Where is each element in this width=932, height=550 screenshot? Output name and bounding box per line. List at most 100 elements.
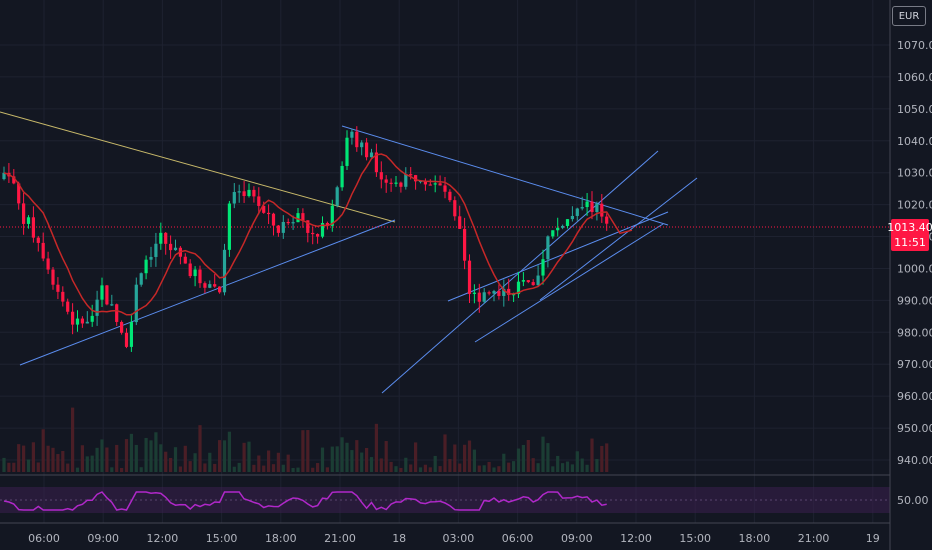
candle-body xyxy=(306,220,310,233)
volume-bar xyxy=(443,434,447,472)
volume-bar xyxy=(154,432,158,472)
volume-bar xyxy=(22,445,26,472)
volume-bar xyxy=(477,465,481,472)
candle-body xyxy=(281,221,285,233)
volume-bar xyxy=(56,454,60,472)
volume-bar xyxy=(595,459,599,472)
candle-body xyxy=(100,285,104,300)
volume-bar xyxy=(306,430,310,472)
candle-body xyxy=(139,273,143,285)
volume-bar xyxy=(276,452,280,472)
volume-bar xyxy=(2,457,6,472)
candle-body xyxy=(188,263,192,277)
volume-bar xyxy=(448,459,452,472)
candle-body xyxy=(512,294,516,296)
volume-bar xyxy=(423,464,427,472)
volume-bar xyxy=(115,444,119,472)
price-tick-label: 1060.00 xyxy=(897,71,932,84)
volume-bar xyxy=(463,444,467,472)
candle-body xyxy=(169,243,173,251)
volume-bar xyxy=(418,467,423,472)
volume-bar xyxy=(551,466,555,472)
candle-body xyxy=(237,191,241,193)
candle-body xyxy=(291,222,295,224)
volume-bar xyxy=(316,463,320,472)
volume-bar xyxy=(330,446,334,472)
time-tick-label: 12:00 xyxy=(147,532,179,545)
candle-body xyxy=(477,292,481,302)
candle-body xyxy=(262,205,266,213)
volume-bar xyxy=(409,464,413,472)
trendline xyxy=(19,219,396,366)
candle-body xyxy=(120,321,124,333)
candle-body xyxy=(404,174,408,187)
volume-bar xyxy=(198,425,202,472)
rsi-line xyxy=(3,491,607,511)
volume-bar xyxy=(159,444,163,472)
time-tick-label: 21:00 xyxy=(324,532,356,545)
candle-body xyxy=(565,219,570,226)
volume-bar xyxy=(66,463,70,472)
time-tick-label: 06:00 xyxy=(502,532,534,545)
volume-bar xyxy=(134,444,138,472)
price-tick-label: 960.00 xyxy=(897,390,932,403)
time-axis[interactable]: 06:00 09:00 12:00 15:00 18:00 21:00 18 03:00 06:… xyxy=(28,532,880,545)
candle-body xyxy=(213,284,217,287)
trendline xyxy=(341,125,669,226)
volume-bar xyxy=(296,467,300,472)
volume-bar xyxy=(340,437,344,472)
volume-bar xyxy=(570,464,574,472)
volume-bar xyxy=(487,461,491,472)
candle-body xyxy=(433,183,437,185)
candle-body xyxy=(600,203,604,217)
candle-body xyxy=(590,201,594,213)
volume-bar xyxy=(31,442,35,472)
volume-bar xyxy=(71,407,75,472)
volume-bar xyxy=(222,440,227,472)
volume-bar xyxy=(51,447,55,472)
candle-body xyxy=(531,282,535,286)
candle-body xyxy=(31,217,35,238)
volume-bar xyxy=(208,452,212,472)
volume-bar xyxy=(232,466,236,472)
time-tick-label: 18 xyxy=(392,532,406,545)
volume-bar xyxy=(394,466,398,472)
volume-bar xyxy=(590,438,594,472)
candle-body xyxy=(90,315,94,322)
candle-body xyxy=(580,207,584,209)
volume-bar xyxy=(575,451,579,472)
trendline xyxy=(381,150,659,394)
volume-bar xyxy=(17,444,21,472)
volume-bar xyxy=(389,461,393,472)
volume-bar xyxy=(281,464,285,472)
volume-bar xyxy=(173,447,178,472)
volume-bar xyxy=(472,449,476,472)
volume-bar xyxy=(384,441,388,472)
currency-badge[interactable]: EUR xyxy=(892,6,926,26)
price-tick-label: 1050.00 xyxy=(897,103,932,116)
candle-body xyxy=(149,256,153,260)
candle-body xyxy=(365,142,369,158)
candle-body xyxy=(355,131,359,148)
candle-body xyxy=(252,189,256,197)
trendline xyxy=(539,177,698,301)
candle-body xyxy=(61,291,65,302)
candle-body xyxy=(492,291,496,294)
candle-body xyxy=(487,292,491,294)
volume-bar xyxy=(95,447,99,472)
candle-body xyxy=(193,269,197,277)
volume-bar xyxy=(355,440,359,472)
candle-body xyxy=(271,213,276,226)
candle-body xyxy=(360,142,364,148)
volume-bar xyxy=(497,466,501,472)
candle-body xyxy=(134,284,138,323)
volume-bar xyxy=(237,462,241,472)
volume-bar xyxy=(213,463,217,472)
candle-body xyxy=(399,182,403,187)
candle-body xyxy=(467,260,472,294)
price-tick-label: 940.00 xyxy=(897,454,932,467)
candle-body xyxy=(605,216,609,224)
volume-bar xyxy=(7,462,11,472)
candle-body xyxy=(164,232,168,244)
